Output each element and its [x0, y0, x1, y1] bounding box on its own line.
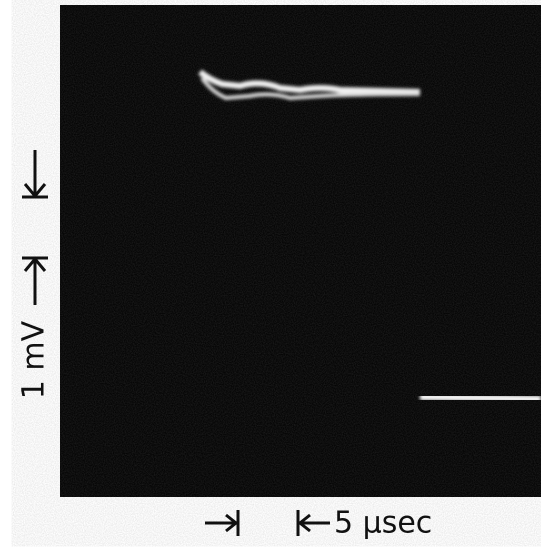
top-trace [198, 69, 421, 101]
up-arrow [22, 256, 48, 305]
down-arrow [22, 150, 48, 199]
screen-grain [60, 5, 541, 497]
screen [60, 5, 541, 497]
horizontal-scale: 5 μsec [205, 506, 432, 541]
vertical-scale: 1 mV [17, 150, 52, 399]
vertical-scale-label: 1 mV [17, 320, 52, 399]
left-arrow [296, 510, 330, 536]
right-arrow [205, 510, 240, 536]
horizontal-scale-label: 5 μsec [334, 506, 432, 541]
bottom-trace [419, 393, 541, 403]
